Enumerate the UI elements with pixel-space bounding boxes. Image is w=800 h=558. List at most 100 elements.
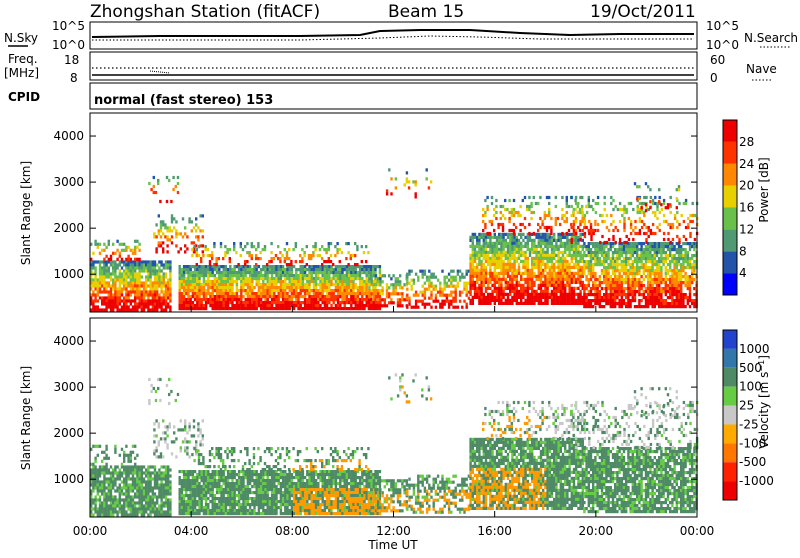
scatter-cell xyxy=(594,254,596,257)
scatter-cell xyxy=(435,306,437,309)
scatter-cell xyxy=(607,263,609,266)
scatter-cell xyxy=(110,302,112,305)
scatter-cell xyxy=(187,286,189,289)
scatter-cell xyxy=(669,269,671,272)
scatter-cell xyxy=(301,248,303,251)
scatter-cell xyxy=(346,295,348,298)
scatter-cell xyxy=(322,295,324,298)
scatter-cell xyxy=(195,223,197,226)
scatter-cell xyxy=(97,486,99,489)
scatter-cell xyxy=(625,251,627,254)
scatter-cell xyxy=(594,302,596,305)
scatter-cell xyxy=(302,274,304,277)
scatter-cell xyxy=(538,260,540,263)
scatter-cell xyxy=(586,205,588,208)
scatter-cell xyxy=(184,226,186,229)
scatter-cell xyxy=(216,268,218,271)
scatter-cell xyxy=(491,275,493,278)
scatter-cell xyxy=(130,266,132,269)
scatter-cell xyxy=(218,283,220,286)
scatter-cell xyxy=(616,263,618,266)
scatter-cell xyxy=(198,277,200,280)
scatter-cell xyxy=(676,248,678,251)
scatter-cell xyxy=(344,301,346,304)
scatter-cell xyxy=(551,290,553,293)
scatter-cell xyxy=(469,287,471,290)
scatter-cell xyxy=(170,200,172,203)
scatter-cell xyxy=(592,257,594,260)
scatter-cell xyxy=(386,304,388,307)
scatter-cell xyxy=(636,245,638,248)
scatter-cell xyxy=(656,217,658,220)
scatter-cell xyxy=(573,239,575,242)
scatter-cell xyxy=(238,307,240,310)
scatter-cell xyxy=(313,289,315,292)
scatter-cell xyxy=(175,235,177,238)
scatter-cell xyxy=(229,283,231,286)
scatter-cell xyxy=(662,263,664,266)
scatter-cell xyxy=(513,299,515,302)
scatter-cell xyxy=(643,242,645,245)
scatter-cell xyxy=(177,191,179,194)
scatter-cell xyxy=(455,279,457,282)
scatter-cell xyxy=(163,293,165,296)
scatter-cell xyxy=(662,245,664,248)
scatter-cell xyxy=(273,283,275,286)
scatter-cell xyxy=(507,245,509,248)
scatter-cell xyxy=(502,302,504,305)
scatter-cell xyxy=(581,205,583,208)
scatter-cell xyxy=(603,260,605,263)
scatter-cell xyxy=(682,242,684,245)
scatter-cell xyxy=(656,302,658,305)
scatter-cell xyxy=(621,290,623,293)
scatter-cell xyxy=(658,260,660,263)
scatter-cell xyxy=(123,278,125,281)
scatter-cell xyxy=(469,302,471,305)
scatter-cell xyxy=(603,272,605,275)
scatter-cell xyxy=(395,280,397,283)
scatter-cell xyxy=(227,307,229,310)
scatter-cell xyxy=(175,220,177,223)
scatter-cell xyxy=(621,296,623,299)
scatter-cell xyxy=(566,281,568,284)
scatter-cell xyxy=(330,277,332,280)
scatter-cell xyxy=(546,263,548,266)
scatter-cell xyxy=(505,269,507,272)
scatter-cell xyxy=(511,281,513,284)
scatter-cell xyxy=(498,239,500,242)
scatter-cell xyxy=(627,299,629,302)
scatter-cell xyxy=(259,251,261,254)
scatter-cell xyxy=(260,268,262,271)
scatter-cell xyxy=(689,220,691,223)
scatter-cell xyxy=(494,278,496,281)
scatter-cell xyxy=(326,268,328,271)
scatter-cell xyxy=(639,211,641,214)
scatter-cell xyxy=(469,281,471,284)
scatter-cell xyxy=(361,289,363,292)
scatter-cell xyxy=(551,239,553,242)
scatter-cell xyxy=(194,289,196,292)
scatter-cell xyxy=(603,254,605,257)
scatter-cell xyxy=(542,260,544,263)
scatter-cell xyxy=(101,296,103,299)
scatter-cell xyxy=(108,498,110,501)
scatter-cell xyxy=(667,223,669,226)
scatter-cell xyxy=(275,268,277,271)
scatter-cell xyxy=(141,269,143,272)
scatter-cell xyxy=(623,245,625,248)
scatter-cell xyxy=(614,263,616,266)
scatter-cell xyxy=(381,289,383,292)
scatter-cell xyxy=(493,208,495,211)
scatter-cell xyxy=(555,293,557,296)
scatter-cell xyxy=(511,257,513,260)
scatter-cell xyxy=(132,252,134,255)
scatter-cell xyxy=(544,251,546,254)
scatter-cell xyxy=(258,271,260,274)
scatter-cell xyxy=(203,295,205,298)
scatter-cell xyxy=(486,208,488,211)
velocity-data-layer xyxy=(90,373,698,516)
scatter-cell xyxy=(691,278,693,281)
scatter-cell xyxy=(119,308,121,311)
scatter-cell xyxy=(684,281,686,284)
scatter-cell xyxy=(207,274,209,277)
